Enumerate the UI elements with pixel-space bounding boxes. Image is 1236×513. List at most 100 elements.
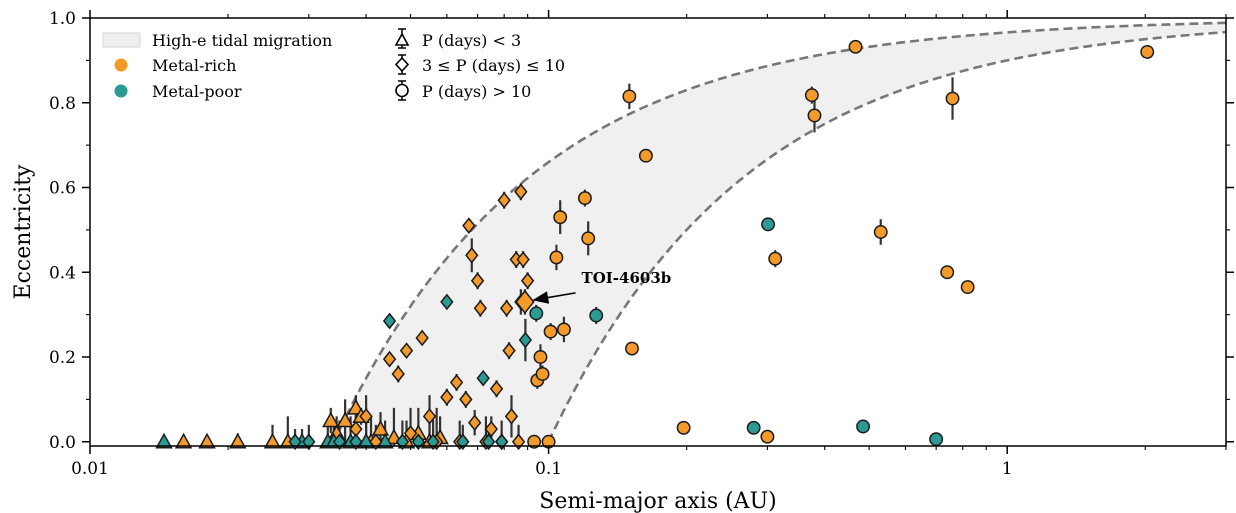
- data-point-triangle: [322, 411, 340, 428]
- data-point-circle: [589, 308, 604, 323]
- data-point-diamond: [382, 350, 397, 368]
- data-point-circle: [556, 322, 571, 337]
- legend: High-e tidal migration Metal-rich Metal-…: [102, 28, 565, 101]
- data-point-diamond: [473, 299, 488, 317]
- region-outer-boundary: [547, 30, 1226, 443]
- data-point-diamond: [494, 433, 509, 451]
- data-point-circle: [543, 324, 558, 339]
- y-tick-label: 0.2: [49, 348, 76, 368]
- data-point-triangle: [229, 432, 247, 449]
- x-tick-label: 0.01: [71, 459, 109, 479]
- region-fill: [333, 18, 1226, 442]
- data-point-circle: [929, 432, 944, 447]
- legend-metal-poor-label: Metal-poor: [152, 82, 242, 101]
- data-point-diamond: [470, 272, 485, 290]
- data-point-triangle: [263, 432, 282, 449]
- data-point-circle: [945, 91, 960, 106]
- data-point-diamond: [497, 191, 511, 209]
- data-point-diamond: [465, 246, 479, 264]
- data-point-triangle: [336, 411, 354, 428]
- plot-frame: [89, 17, 1227, 447]
- data-point-circle: [873, 225, 888, 239]
- data-point-diamond: [489, 380, 504, 398]
- data-point-diamond: [359, 408, 373, 425]
- data-point-triangle: [198, 432, 216, 449]
- x-tick-label: 1: [1002, 459, 1013, 479]
- x-axis-label: Semi-major axis (AU): [539, 489, 776, 513]
- legend-circle-icon: [395, 80, 409, 101]
- data-point-circle: [638, 148, 653, 163]
- data-point-diamond: [514, 183, 528, 201]
- data-point-circle: [529, 306, 544, 321]
- data-point-circle: [535, 367, 550, 381]
- data-point-diamond: [440, 388, 454, 406]
- data-point-circle: [848, 39, 863, 54]
- data-point-circle: [676, 420, 691, 435]
- data-point-diamond: [426, 433, 440, 451]
- legend-region-label: High-e tidal migration: [152, 31, 332, 50]
- data-point-circle: [768, 251, 783, 266]
- legend-triangle-icon: [394, 28, 410, 49]
- data-point-diamond: [382, 312, 397, 330]
- region-inner-boundary: [332, 21, 1226, 443]
- legend-short-period-label: P (days) < 3: [422, 31, 521, 50]
- data-point-diamond: [481, 433, 496, 451]
- data-point-circle: [856, 419, 871, 434]
- data-point-triangle: [174, 432, 193, 449]
- data-point-diamond: [403, 424, 418, 442]
- data-point-diamond: [449, 374, 464, 391]
- data-point-circle: [746, 420, 761, 435]
- annotation-arrow: [532, 291, 576, 304]
- data-point-diamond: [440, 293, 454, 311]
- data-point-circle: [1140, 44, 1155, 59]
- data-point-circle: [527, 434, 542, 449]
- y-axis-label: Eccentricity: [11, 164, 36, 299]
- data-point-circle: [553, 210, 568, 225]
- y-tick-label: 0.8: [49, 94, 76, 114]
- legend-long-period-label: P (days) > 10: [422, 82, 531, 101]
- data-point-diamond: [499, 299, 514, 317]
- data-point-diamond: [502, 342, 516, 359]
- y-tick-label: 0.0: [49, 433, 76, 453]
- data-point-circle: [940, 265, 955, 280]
- annotation: TOI-4603b: [532, 269, 672, 304]
- data-point-circle: [577, 191, 592, 206]
- data-point-circle: [807, 108, 822, 123]
- data-point-circle: [625, 341, 639, 356]
- data-point-diamond: [415, 329, 429, 347]
- data-point-circle: [760, 429, 775, 444]
- data-point-diamond: [349, 433, 363, 451]
- data-point-diamond: [484, 420, 498, 438]
- x-tick-label: 0.1: [535, 459, 562, 479]
- legend-mid-period-label: 3 ≤ P (days) ≤ 10: [422, 56, 565, 75]
- y-tick-label: 0.4: [49, 263, 76, 283]
- y-tick-label: 1.0: [49, 9, 76, 29]
- data-point-circle: [761, 217, 776, 232]
- data-point-diamond: [504, 408, 519, 425]
- data-point-circle: [549, 250, 564, 265]
- data-point-triangle: [155, 432, 173, 449]
- axes: 0.01 0.1 1 0.0 0.2 0.4 0.6 0.8 1.0: [49, 9, 1234, 479]
- legend-metal-rich-dot: [114, 58, 128, 72]
- data-point-diamond: [520, 272, 535, 290]
- data-point-diamond: [518, 331, 533, 349]
- tidal-migration-region: [332, 18, 1226, 443]
- highlight-point: [515, 289, 535, 315]
- data-point-diamond: [399, 342, 414, 359]
- legend-metal-rich-label: Metal-rich: [152, 56, 236, 75]
- data-point-diamond: [422, 408, 437, 425]
- data-point-circle: [533, 350, 548, 364]
- data-point-diamond: [391, 365, 405, 383]
- data-point-circle: [960, 280, 975, 295]
- data-point-triangle: [371, 420, 390, 436]
- data-point-diamond: [462, 217, 476, 234]
- legend-metal-poor-dot: [114, 84, 128, 98]
- legend-region-swatch: [102, 32, 141, 48]
- data-markers: [155, 39, 1155, 451]
- data-point-diamond: [468, 414, 482, 432]
- data-point-circle: [581, 231, 596, 246]
- data-point-diamond: [459, 391, 473, 408]
- annotation-label: TOI-4603b: [582, 269, 672, 287]
- legend-diamond-icon: [394, 54, 410, 75]
